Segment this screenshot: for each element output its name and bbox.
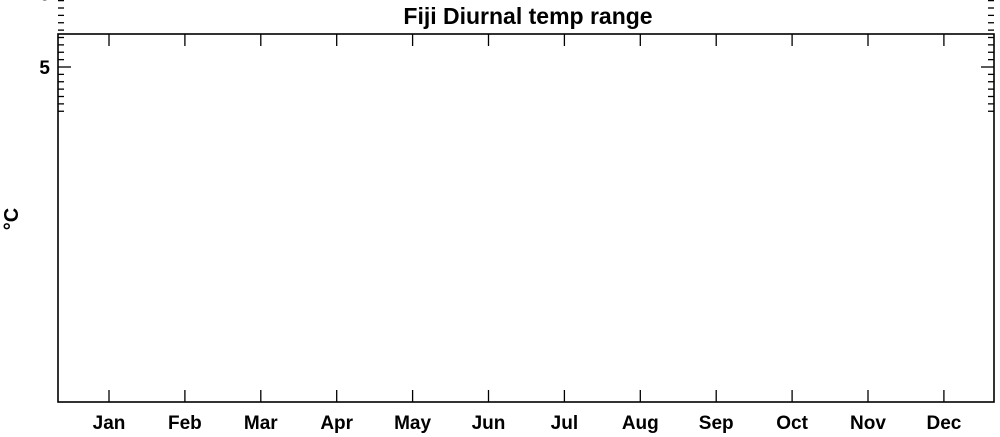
x-tick-label: Jul [551,413,578,434]
x-tick-label: Apr [320,413,353,434]
chart-title: Fiji Diurnal temp range [403,3,652,29]
x-tick-label: Dec [926,413,961,434]
major-ticks [58,34,994,402]
y-tick-label: 5 [39,58,50,79]
x-tick-label: May [394,413,431,434]
x-tick-label: Jun [472,413,506,434]
minor-ticks [58,0,994,112]
y-axis-label: °C [1,208,23,230]
x-tick-labels: Jan Feb Mar Apr May Jun Jul Aug Sep Oct Nov Dec [93,413,962,434]
x-tick-label: Oct [776,413,808,434]
x-tick-label: Mar [244,413,278,434]
y-tick-label: 6 [39,0,50,5]
x-tick-label: Jan [93,413,126,434]
x-tick-label: Sep [699,413,734,434]
x-tick-label: Nov [850,413,886,434]
y-tick-labels: 56789 [39,0,50,79]
x-tick-label: Aug [622,413,659,434]
plot-frame [57,33,995,403]
x-tick-label: Feb [168,413,202,434]
